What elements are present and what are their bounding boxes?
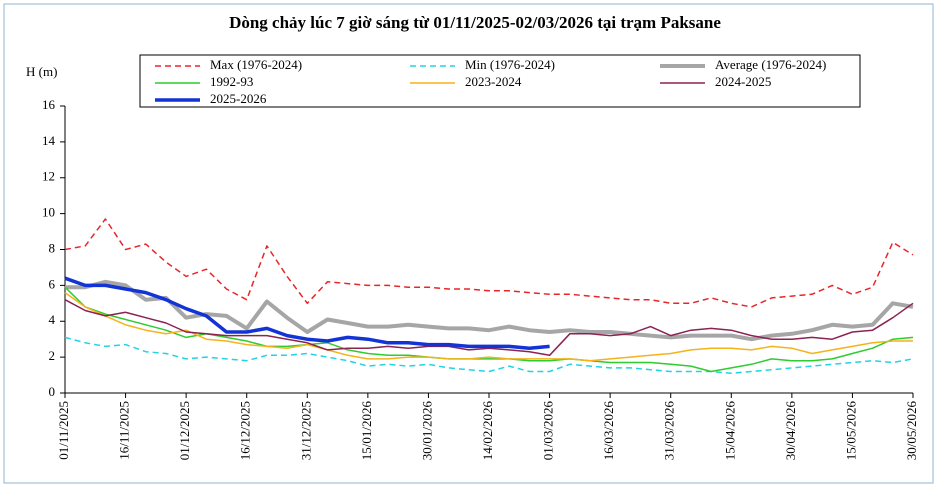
y-tick-label: 2 xyxy=(49,348,56,363)
legend-label: 2025-2026 xyxy=(210,91,267,106)
legend-label: Min (1976-2024) xyxy=(465,57,555,72)
chart-title: Dòng chảy lúc 7 giờ sáng từ 01/11/2025-0… xyxy=(229,13,721,32)
x-tick-label: 01/12/2025 xyxy=(177,401,192,460)
series-line xyxy=(64,336,914,375)
y-axis-label: H (m) xyxy=(26,64,57,79)
legend-frame xyxy=(139,54,861,108)
x-tick-label: 15/01/2026 xyxy=(359,401,374,461)
y-tick-label: 0 xyxy=(49,384,56,399)
series-line xyxy=(64,218,914,308)
legend-label: Max (1976-2024) xyxy=(210,57,302,72)
x-tick-label: 30/01/2026 xyxy=(419,401,434,461)
x-tick-label: 16/12/2025 xyxy=(238,401,253,460)
series-line xyxy=(64,299,914,357)
y-tick-label: 12 xyxy=(42,169,55,184)
y-tick-label: 4 xyxy=(49,312,56,327)
legend-label: 2024-2025 xyxy=(715,74,771,89)
x-tick-label: 30/04/2026 xyxy=(783,401,798,461)
x-tick-label: 16/03/2026 xyxy=(601,401,616,461)
y-tick-label: 10 xyxy=(42,205,55,220)
x-tick-label: 01/11/2025 xyxy=(56,401,71,460)
legend-label: Average (1976-2024) xyxy=(715,57,826,72)
x-tick-label: 16/11/2025 xyxy=(117,401,132,460)
x-tick-label: 01/03/2026 xyxy=(541,401,556,461)
y-tick-label: 8 xyxy=(49,240,56,255)
y-tick-label: 6 xyxy=(49,276,56,291)
series-line xyxy=(64,291,913,362)
y-tick-label: 14 xyxy=(42,133,56,148)
y-tick-label: 16 xyxy=(42,97,56,112)
legend-label: 2023-2024 xyxy=(465,74,522,89)
legend-label: 1992-93 xyxy=(210,74,253,89)
x-tick-label: 15/04/2026 xyxy=(722,401,737,461)
x-tick-label: 15/05/2026 xyxy=(843,401,858,461)
frame xyxy=(3,3,934,484)
x-tick-label: 30/05/2026 xyxy=(904,401,919,461)
series-line xyxy=(64,276,550,350)
x-tick-label: 14/02/2026 xyxy=(480,401,495,461)
x-tick-label: 31/03/2026 xyxy=(662,401,677,461)
x-tick-label: 31/12/2025 xyxy=(298,401,313,460)
